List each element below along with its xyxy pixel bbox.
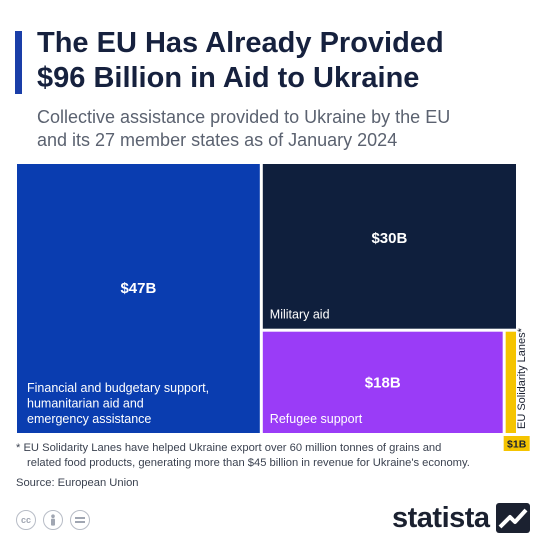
- value-label-2: $18B: [365, 374, 401, 391]
- source-note: Source: European Union: [16, 477, 139, 489]
- title-line-1: The EU Has Already Provided: [37, 27, 444, 59]
- treemap-cell-3: [505, 331, 516, 433]
- footnote-line-2: related food products, generating more t…: [27, 456, 470, 469]
- subtitle-line-1: Collective assistance provided to Ukrain…: [37, 107, 451, 127]
- chart-subtitle: Collective assistance provided to Ukrain…: [37, 106, 537, 152]
- attribution-icon[interactable]: [43, 510, 63, 530]
- treemap-cell-1: [262, 164, 516, 329]
- creative-commons-icon[interactable]: cc: [16, 510, 36, 530]
- treemap-cell-2: [262, 331, 503, 433]
- footnote: * EU Solidarity Lanes have helped Ukrain…: [16, 441, 536, 470]
- value-label-0: $47B: [120, 280, 156, 297]
- category-label-0-1: humanitarian aid and: [27, 397, 144, 411]
- category-label-3: EU Solidarity Lanes*: [516, 327, 528, 429]
- category-label-0-2: emergency assistance: [27, 412, 151, 426]
- statista-logo-icon: [495, 503, 530, 533]
- title-accent-bar: [15, 31, 22, 94]
- no-derivatives-icon[interactable]: [70, 510, 90, 530]
- title-line-2: $96 Billion in Aid to Ukraine: [37, 62, 420, 94]
- treemap-cell-0: [17, 164, 260, 433]
- subtitle-line-2: and its 27 member states as of January 2…: [37, 130, 398, 150]
- value-label-1: $30B: [371, 230, 407, 247]
- category-label-0-0: Financial and budgetary support,: [27, 381, 209, 395]
- category-label-1: Military aid: [270, 308, 330, 322]
- category-label-2: Refugee support: [270, 412, 363, 426]
- statista-wordmark: statista: [392, 501, 490, 534]
- license-icons: cc: [16, 510, 90, 530]
- chart-title: The EU Has Already Provided $96 Billion …: [37, 26, 537, 96]
- footnote-line-1: * EU Solidarity Lanes have helped Ukrain…: [16, 442, 442, 454]
- statista-logo[interactable]: statista: [392, 501, 530, 535]
